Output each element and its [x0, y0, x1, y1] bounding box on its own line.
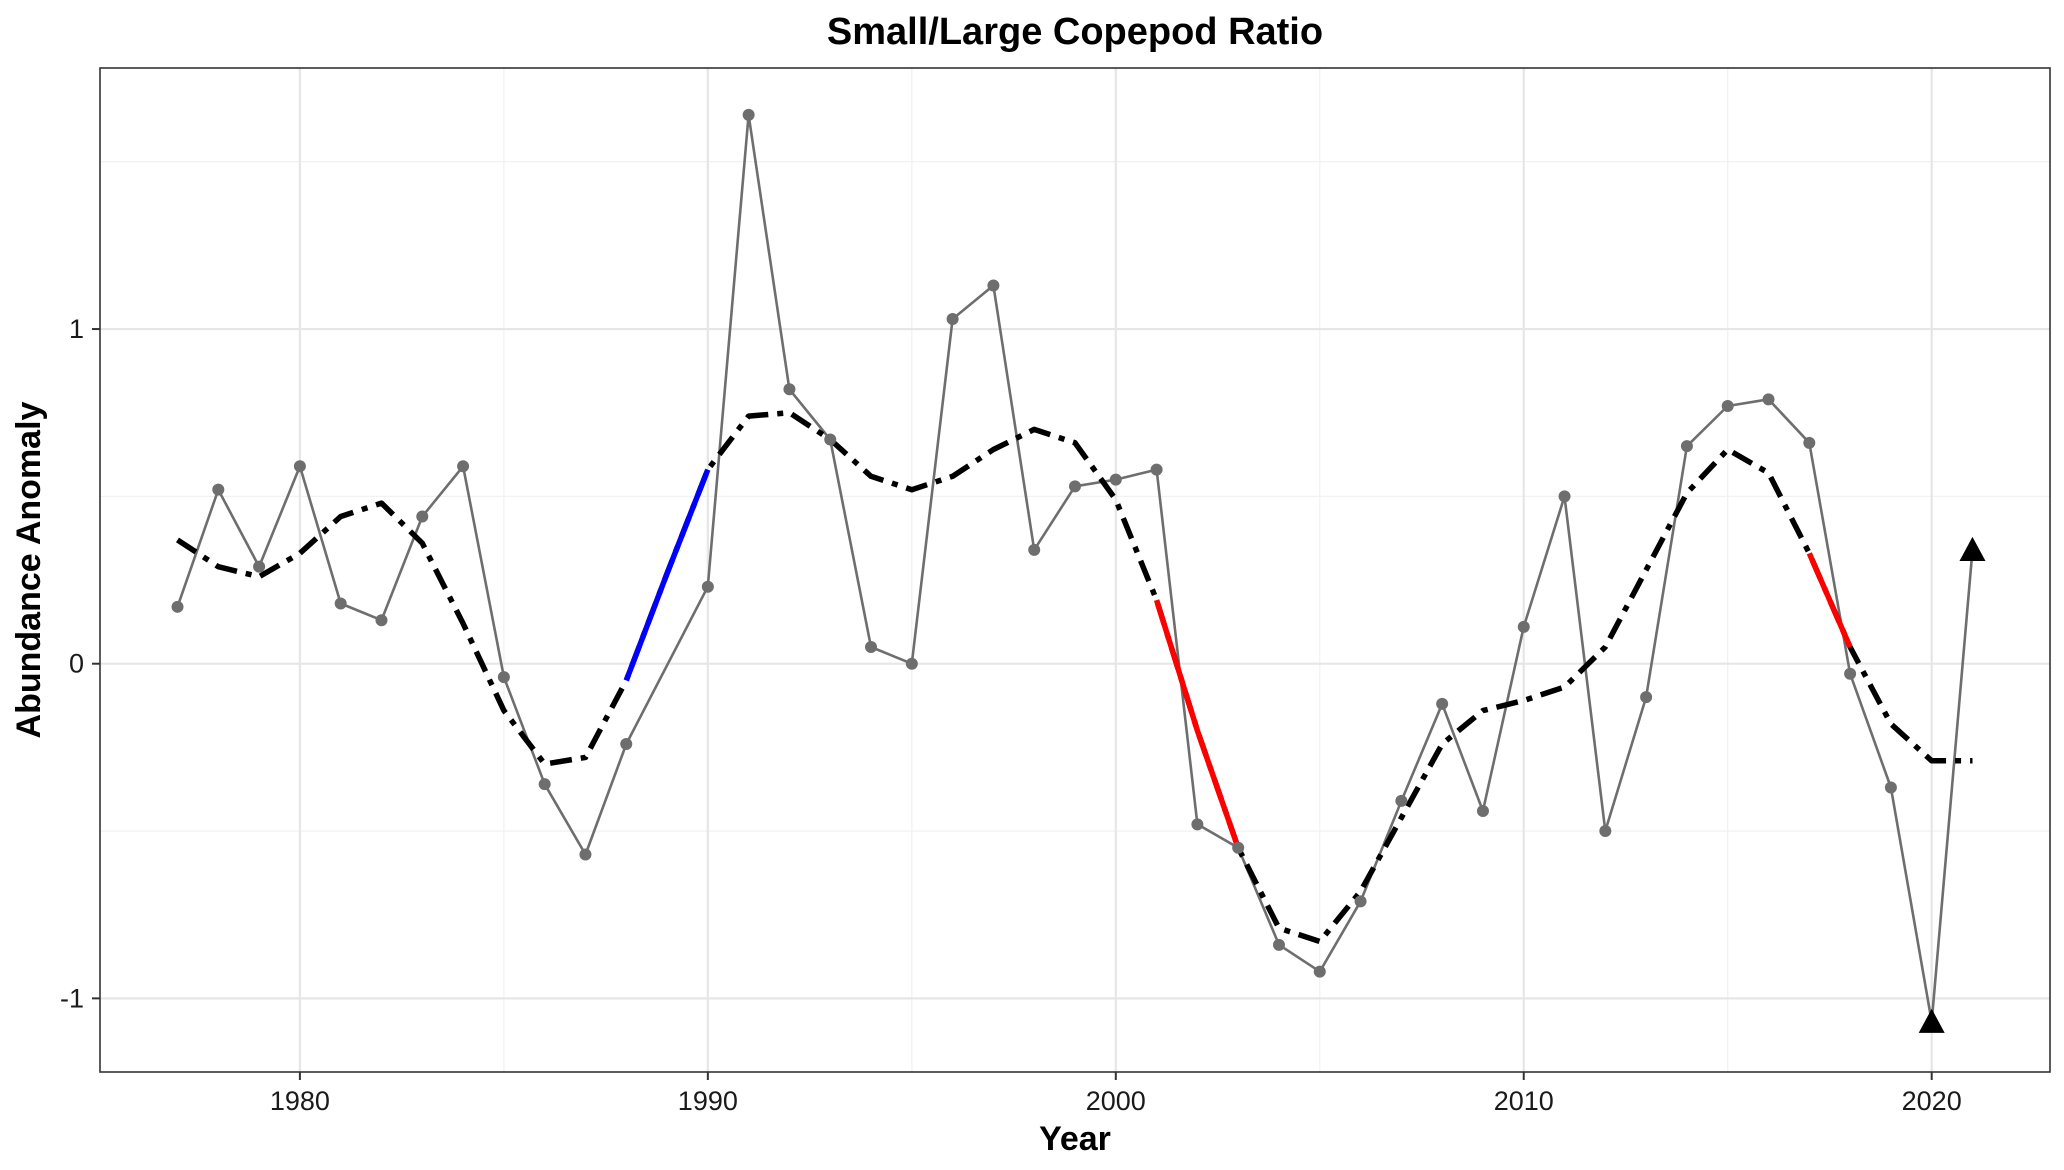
x-tick-label: 1990 [678, 1086, 738, 1116]
observed-data-point [905, 657, 918, 670]
x-tick-label: 2010 [1494, 1086, 1554, 1116]
observed-series-line [176, 113, 1974, 1024]
observed-data-point [171, 600, 184, 613]
observed-data-point [1721, 400, 1734, 413]
observed-data-point [1395, 794, 1408, 807]
observed-data-point [1313, 965, 1326, 978]
observed-data-point [1436, 697, 1449, 710]
axes: 1980 1990 2000 2010 2020 -1 0 1 [60, 314, 1962, 1116]
grid-lines [100, 68, 2050, 1072]
observed-data-point [1517, 620, 1530, 633]
observed-data-point [824, 433, 837, 446]
chart-title: Small/Large Copepod Ratio [827, 11, 1323, 53]
observed-data-point [293, 460, 306, 473]
observed-data-point [497, 671, 510, 684]
observed-data-point [416, 510, 429, 523]
observed-data-point [1680, 440, 1693, 453]
observed-data-point [946, 313, 959, 325]
observed-data-point [1762, 393, 1775, 406]
plot-panel-border [99, 67, 2051, 1073]
observed-data-point [1272, 938, 1285, 951]
observed-data-point [334, 597, 347, 610]
observed-data-point [1844, 667, 1857, 680]
series-layer [175, 113, 1974, 1024]
observed-data-point [1599, 825, 1612, 838]
triangle-marker [1959, 536, 1986, 561]
decreasing-trend-segment [1153, 599, 1241, 849]
observed-data-point [457, 460, 470, 473]
observed-data-point [987, 279, 1000, 292]
observed-data-point [538, 778, 551, 791]
observed-data-point [1884, 781, 1897, 794]
marker-layer [171, 108, 1986, 1033]
increasing-trend-segment [623, 468, 711, 682]
y-axis-title: Abundance Anomaly [10, 401, 48, 738]
observed-data-point [253, 560, 266, 573]
observed-data-point [1558, 490, 1571, 503]
smoothed-trend-line [175, 409, 1973, 945]
observed-data-point [1354, 895, 1367, 908]
observed-data-point [1640, 691, 1653, 704]
x-tick-label: 2000 [1086, 1086, 1146, 1116]
observed-data-point [1109, 473, 1122, 486]
triangle-marker [1918, 1008, 1945, 1033]
observed-data-point [742, 108, 755, 121]
y-tick-label: -1 [60, 983, 84, 1013]
observed-data-point [1191, 818, 1204, 831]
y-tick-label: 1 [69, 314, 84, 344]
observed-data-point [620, 738, 633, 751]
x-tick-label: 2020 [1902, 1086, 1962, 1116]
observed-data-point [1476, 804, 1489, 817]
observed-data-point [212, 483, 225, 496]
y-tick-label: 0 [69, 649, 84, 679]
observed-data-point [375, 614, 388, 627]
observed-data-point [701, 580, 714, 593]
observed-data-point [579, 848, 592, 861]
x-axis-title: Year [1039, 1120, 1111, 1158]
observed-data-point [1232, 841, 1245, 854]
decreasing-trend-segment [1806, 552, 1853, 649]
observed-data-point [783, 383, 796, 396]
observed-data-point [1150, 463, 1163, 476]
x-tick-label: 1980 [270, 1086, 330, 1116]
observed-data-point [1803, 436, 1816, 449]
observed-data-point [1069, 480, 1081, 493]
observed-data-point [865, 640, 878, 653]
observed-data-point [1028, 543, 1041, 556]
